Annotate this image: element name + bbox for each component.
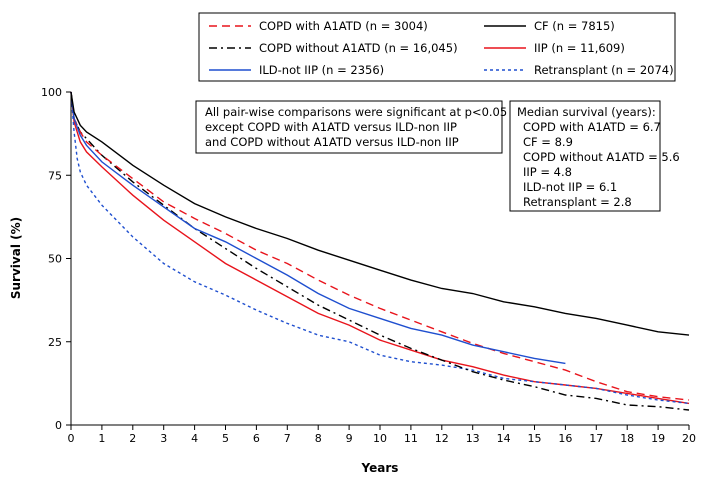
x-tick-label: 13 (466, 432, 480, 445)
x-tick-label: 15 (528, 432, 542, 445)
y-tick-label: 0 (55, 419, 62, 432)
legend-label-5: Retransplant (n = 2074) (534, 63, 674, 77)
x-tick-label: 14 (497, 432, 511, 445)
x-tick-label: 18 (620, 432, 634, 445)
series-line-3 (70, 91, 690, 405)
series-layer (70, 91, 690, 411)
x-tick-label: 1 (98, 432, 105, 445)
x-tick-label: 4 (191, 432, 198, 445)
legend-label-3: IIP (n = 11,609) (534, 41, 625, 55)
x-tick-label: 10 (373, 432, 387, 445)
x-tick-label: 20 (682, 432, 696, 445)
median-survival-frame (509, 100, 661, 212)
median-survival-box: Median survival (years): COPD with A1ATD… (509, 100, 680, 212)
median-survival-title: Median survival (years): (517, 105, 656, 119)
legend-frame (198, 12, 676, 82)
legend-label-0: COPD with A1ATD (n = 3004) (259, 19, 428, 33)
x-tick-label: 7 (284, 432, 291, 445)
legend: COPD with A1ATD (n = 3004) CF (n = 7815) C… (198, 12, 676, 82)
significance-note-frame (195, 100, 503, 154)
y-axis-title: Survival (%) (9, 217, 23, 299)
legend-label-2: COPD without A1ATD (n = 16,045) (259, 41, 458, 55)
series-line-1 (70, 91, 690, 336)
x-tick-label: 11 (404, 432, 418, 445)
y-tick-label: 25 (48, 336, 62, 349)
median-survival-line-2: CF = 8.9 (523, 135, 573, 149)
median-survival-line-5: ILD-not IIP = 6.1 (523, 180, 617, 194)
x-tick-label: 17 (589, 432, 603, 445)
series-line-4 (70, 91, 566, 365)
median-survival-line-4: IIP = 4.8 (523, 165, 572, 179)
median-survival-line-1: COPD with A1ATD = 6.7 (523, 120, 661, 134)
x-tick-label: 3 (160, 432, 167, 445)
legend-label-4: ILD-not IIP (n = 2356) (259, 63, 384, 77)
series-line-0 (70, 91, 690, 401)
y-tick-label: 75 (48, 169, 62, 182)
significance-line-1: All pair-wise comparisons were significa… (205, 105, 507, 119)
x-axis-title: Years (361, 461, 399, 475)
significance-note: All pair-wise comparisons were significa… (195, 100, 507, 154)
y-tick-label: 100 (41, 86, 62, 99)
x-tick-label: 19 (651, 432, 665, 445)
legend-label-1: CF (n = 7815) (534, 19, 615, 33)
median-survival-line-6: Retransplant = 2.8 (523, 195, 632, 209)
x-tick-label: 0 (68, 432, 75, 445)
x-tick-label: 9 (346, 432, 353, 445)
x-tick-label: 5 (222, 432, 229, 445)
x-tick-label: 12 (435, 432, 449, 445)
x-tick-label: 6 (253, 432, 260, 445)
series-line-2 (70, 91, 690, 411)
significance-line-2: except COPD with A1ATD versus ILD-non II… (205, 120, 457, 134)
significance-line-3: and COPD without A1ATD versus ILD-non II… (205, 135, 459, 149)
x-tick-label: 16 (558, 432, 572, 445)
median-survival-line-3: COPD without A1ATD = 5.6 (523, 150, 680, 164)
y-tick-label: 50 (48, 253, 62, 266)
x-tick-label: 8 (315, 432, 322, 445)
x-tick-label: 2 (129, 432, 136, 445)
axes-layer: 0 1 2 3 4 5 6 7 8 9 10 11 12 13 14 15 16 17 18 19 2002550751… (41, 86, 696, 445)
